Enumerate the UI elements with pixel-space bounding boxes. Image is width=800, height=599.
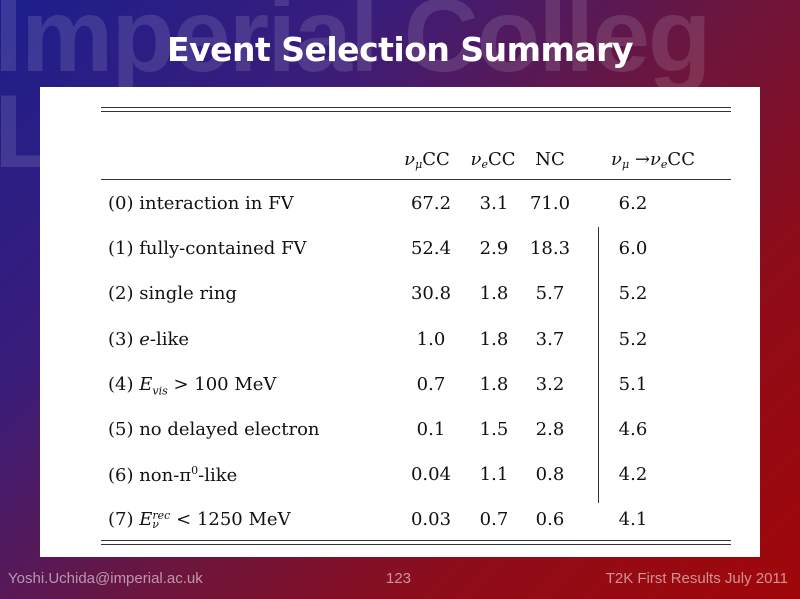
cell-osc-cc: 5.2 <box>618 283 648 304</box>
cell-nue-cc: 1.8 <box>479 329 509 350</box>
cell-osc-cc: 5.2 <box>618 329 648 350</box>
row-label: (4) Evis > 100 MeV <box>108 374 277 398</box>
row-label: (6) non-π0-like <box>108 464 238 486</box>
cell-nue-cc: 1.8 <box>479 283 509 304</box>
table-row: (7) Erecν < 1250 MeV 0.03 0.7 0.6 4.1 <box>101 509 731 539</box>
column-header-numu-cc: νμCC <box>404 149 450 171</box>
cell-osc-cc: 4.2 <box>618 464 648 485</box>
row-label: (2) single ring <box>108 283 237 304</box>
bottom-rule-2 <box>101 544 731 545</box>
column-header-numu-to-nue-cc: νμ →νeCC <box>611 149 695 171</box>
cell-nue-cc: 3.1 <box>479 193 509 214</box>
top-rule-2 <box>101 111 731 112</box>
cell-numu-cc: 0.03 <box>410 509 452 530</box>
footer-email: Yoshi.Uchida@imperial.ac.uk <box>8 570 203 587</box>
cell-nc: 3.7 <box>535 329 565 350</box>
cell-numu-cc: 0.7 <box>416 374 446 395</box>
cell-osc-cc: 6.0 <box>618 238 648 259</box>
slide-title: Event Selection Summary <box>167 30 633 69</box>
header-rule <box>101 179 731 180</box>
cell-nue-cc: 2.9 <box>479 238 509 259</box>
cell-numu-cc: 30.8 <box>410 283 452 304</box>
cell-numu-cc: 1.0 <box>416 329 446 350</box>
cell-numu-cc: 67.2 <box>410 193 452 214</box>
row-label: (3) e-like <box>108 329 190 350</box>
row-label: (0) interaction in FV <box>108 193 294 214</box>
row-label: (7) Erecν < 1250 MeV <box>108 509 291 531</box>
table-row: (6) non-π0-like 0.04 1.1 0.8 4.2 <box>101 464 731 494</box>
cell-numu-cc: 0.04 <box>410 464 452 485</box>
cell-nc: 3.2 <box>535 374 565 395</box>
column-divider <box>598 227 599 503</box>
row-label: (5) no delayed electron <box>108 419 320 440</box>
cell-nue-cc: 1.5 <box>479 419 509 440</box>
cell-osc-cc: 6.2 <box>618 193 648 214</box>
cell-nue-cc: 1.8 <box>479 374 509 395</box>
cell-nc: 0.8 <box>535 464 565 485</box>
column-header-nc: NC <box>535 149 565 170</box>
cell-nc: 18.3 <box>529 238 571 259</box>
cell-osc-cc: 4.1 <box>618 509 648 530</box>
cell-osc-cc: 4.6 <box>618 419 648 440</box>
table-row: (4) Evis > 100 MeV 0.7 1.8 3.2 5.1 <box>101 374 731 404</box>
table-row: (3) e-like 1.0 1.8 3.7 5.2 <box>101 329 731 359</box>
table-panel: νμCC νeCC NC νμ →νeCC (0) interaction in… <box>40 87 760 557</box>
table-row: (0) interaction in FV 67.2 3.1 71.0 6.2 <box>101 193 731 223</box>
footer-page-number: 123 <box>386 570 412 587</box>
cell-nc: 2.8 <box>535 419 565 440</box>
row-label: (1) fully-contained FV <box>108 238 307 259</box>
table-row: (5) no delayed electron 0.1 1.5 2.8 4.6 <box>101 419 731 449</box>
table-row: (1) fully-contained FV 52.4 2.9 18.3 6.0 <box>101 238 731 268</box>
table-row: (2) single ring 30.8 1.8 5.7 5.2 <box>101 283 731 313</box>
cell-nc: 5.7 <box>535 283 565 304</box>
footer-talk-title: T2K First Results July 2011 <box>605 570 788 587</box>
cell-osc-cc: 5.1 <box>618 374 648 395</box>
cell-nue-cc: 1.1 <box>479 464 509 485</box>
cell-numu-cc: 0.1 <box>416 419 446 440</box>
top-rule-1 <box>101 107 731 108</box>
bottom-rule-1 <box>101 540 731 541</box>
cell-nc: 71.0 <box>529 193 571 214</box>
cell-nc: 0.6 <box>535 509 565 530</box>
column-header-nue-cc: νeCC <box>470 149 516 171</box>
cell-nue-cc: 0.7 <box>479 509 509 530</box>
cell-numu-cc: 52.4 <box>410 238 452 259</box>
